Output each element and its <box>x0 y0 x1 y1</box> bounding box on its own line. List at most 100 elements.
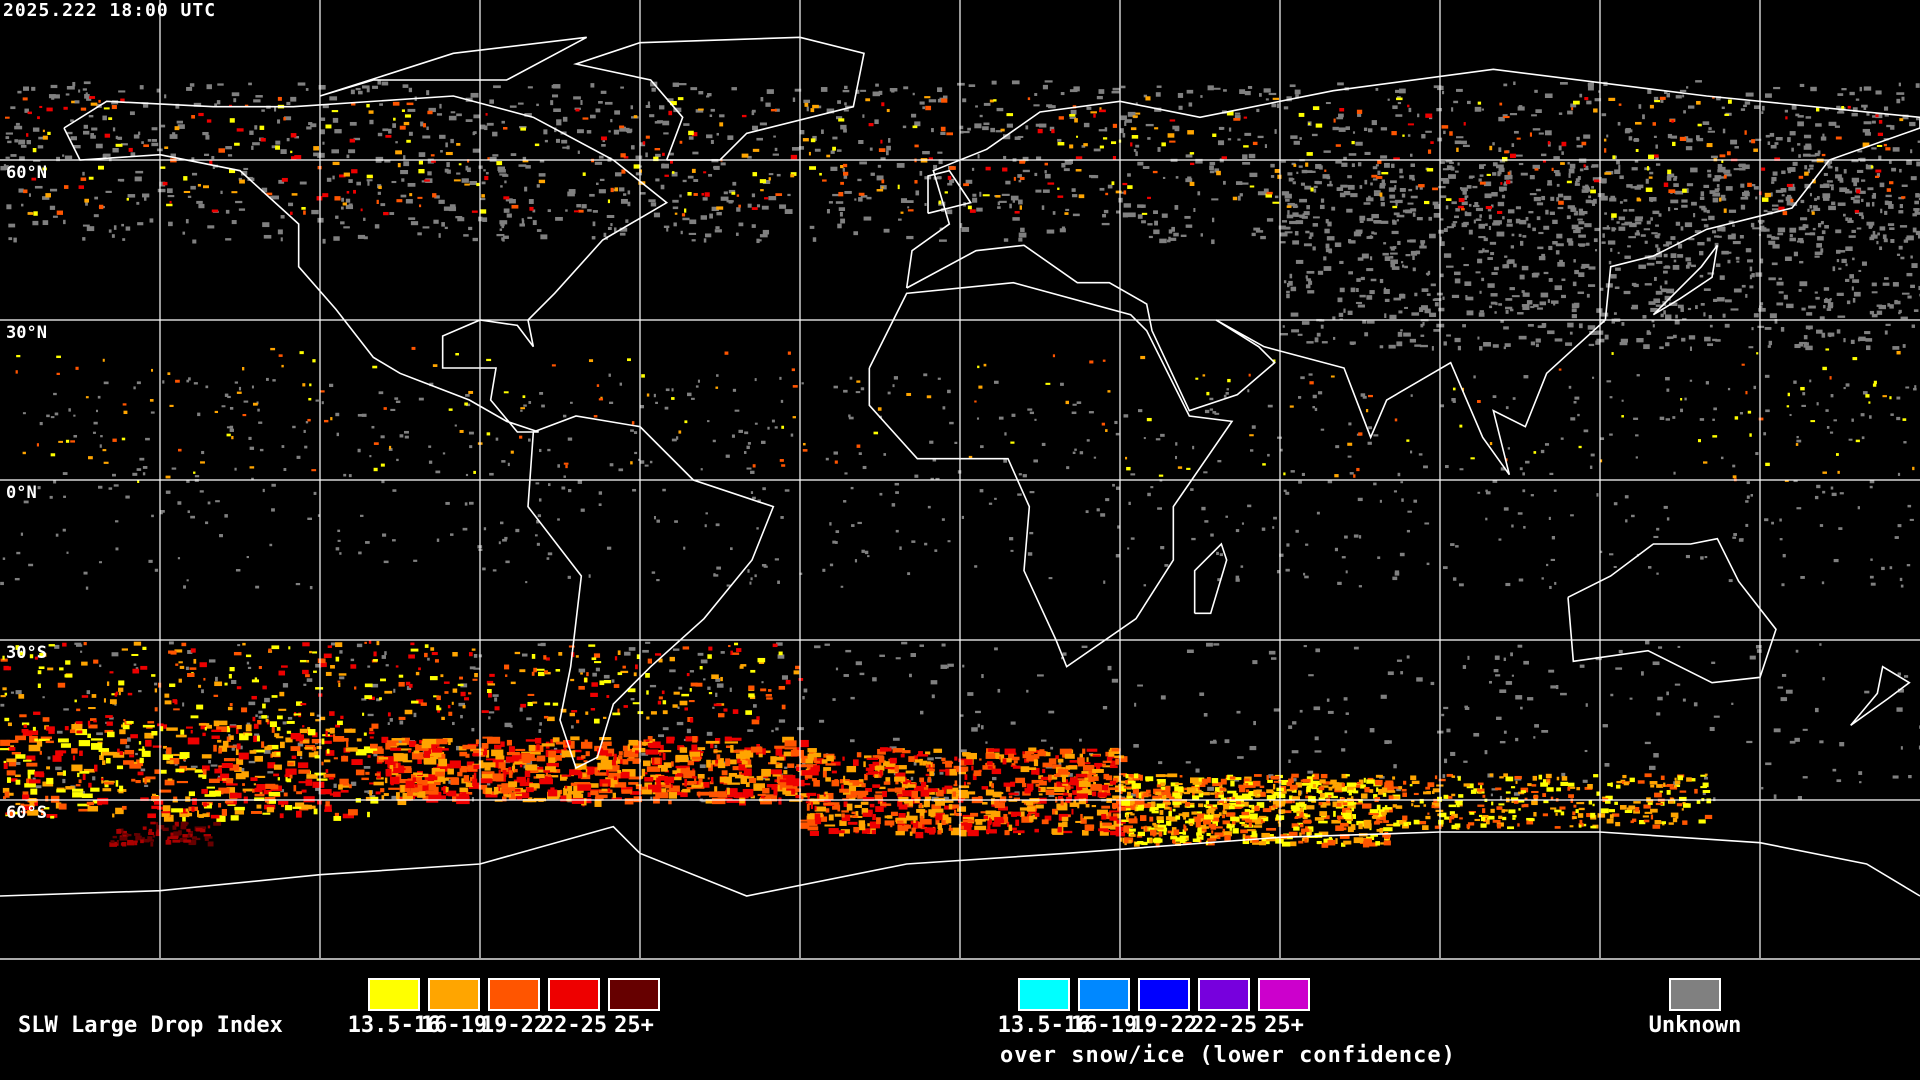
slw-pixel <box>262 488 265 493</box>
slw-pixel <box>1433 85 1442 89</box>
slw-pixel <box>1717 164 1723 168</box>
slw-pixel <box>1717 226 1726 232</box>
slw-pixel <box>1744 130 1747 135</box>
slw-pixel <box>1364 332 1369 337</box>
slw-pixel <box>1190 162 1195 166</box>
slw-pixel <box>1064 160 1072 165</box>
slw-pixel <box>55 766 62 771</box>
slw-pixel <box>449 204 456 210</box>
slw-pixel <box>381 480 385 484</box>
slw-pixel <box>187 737 200 745</box>
slw-pixel <box>1740 183 1745 188</box>
slw-pixel <box>325 773 336 778</box>
slw-pixel <box>1864 690 1870 694</box>
slw-pixel <box>82 237 86 241</box>
slw-pixel <box>1518 105 1523 109</box>
slw-pixel <box>949 166 956 170</box>
slw-pixel <box>1307 770 1314 774</box>
slw-pixel <box>1317 391 1323 395</box>
slw-pixel <box>18 188 24 193</box>
slw-pixel <box>1534 724 1539 728</box>
slw-pixel <box>1001 193 1010 196</box>
slw-pixel <box>1536 216 1541 221</box>
slw-pixel <box>1057 195 1064 198</box>
slw-pixel <box>295 810 302 818</box>
slw-pixel <box>1554 338 1563 342</box>
slw-pixel <box>929 440 934 444</box>
slw-pixel <box>876 189 884 192</box>
slw-pixel <box>1295 94 1299 99</box>
slw-pixel <box>62 770 66 776</box>
slw-pixel <box>1807 168 1811 174</box>
slw-pixel <box>779 204 787 209</box>
slw-pixel <box>213 694 219 697</box>
slw-pixel <box>1022 474 1027 478</box>
slw-pixel <box>164 94 167 99</box>
slw-pixel <box>1074 118 1078 123</box>
slw-pixel <box>442 452 446 455</box>
slw-pixel <box>13 761 21 765</box>
slw-pixel <box>594 661 602 664</box>
slw-pixel <box>211 735 220 739</box>
slw-pixel <box>443 786 448 795</box>
slw-pixel <box>84 198 90 203</box>
slw-pixel <box>428 445 432 448</box>
slw-pixel <box>489 472 494 476</box>
slw-pixel <box>1400 481 1404 484</box>
slw-pixel <box>672 199 679 203</box>
slw-pixel <box>1769 313 1777 319</box>
slw-pixel <box>780 516 784 519</box>
slw-pixel <box>1892 775 1899 779</box>
slw-pixel <box>1660 313 1664 318</box>
slw-pixel <box>1593 238 1598 243</box>
slw-pixel <box>585 711 589 715</box>
slw-pixel <box>262 703 266 709</box>
slw-pixel <box>4 717 10 722</box>
slw-pixel <box>1849 217 1852 222</box>
slw-pixel <box>1761 197 1769 202</box>
slw-pixel <box>1852 257 1855 261</box>
slw-pixel <box>682 217 690 221</box>
slw-pixel <box>1137 161 1144 166</box>
slw-pixel <box>1186 89 1194 94</box>
slw-pixel <box>154 688 158 693</box>
slw-pixel <box>471 648 476 651</box>
slw-pixel <box>254 677 258 683</box>
slw-pixel <box>837 223 842 229</box>
slw-pixel <box>296 701 303 706</box>
slw-pixel <box>1153 229 1160 235</box>
slw-pixel <box>991 80 997 85</box>
slw-pixel <box>567 437 573 441</box>
slw-pixel <box>1499 160 1506 163</box>
slw-pixel <box>1338 127 1346 132</box>
slw-pixel <box>1541 577 1544 580</box>
slw-pixel <box>202 131 209 136</box>
slw-pixel <box>728 189 736 194</box>
slw-pixel <box>1871 313 1878 318</box>
slw-pixel <box>1419 185 1423 190</box>
slw-pixel <box>1825 409 1829 412</box>
slw-pixel <box>162 745 167 749</box>
slw-pixel <box>1417 113 1420 118</box>
slw-pixel <box>6 758 17 763</box>
slw-pixel <box>1074 448 1077 451</box>
slw-pixel <box>27 111 32 115</box>
slw-pixel <box>1135 112 1141 115</box>
slw-pixel <box>1619 175 1624 180</box>
slw-pixel <box>1858 190 1866 194</box>
slw-pixel <box>1771 521 1774 525</box>
slw-pixel <box>521 653 528 657</box>
slw-pixel <box>360 208 363 212</box>
slw-pixel <box>582 773 587 778</box>
slw-pixel <box>3 164 7 168</box>
slw-pixel <box>784 209 793 214</box>
slw-pixel <box>1823 304 1826 309</box>
slw-pixel <box>1324 228 1330 234</box>
slw-pixel <box>1902 114 1909 120</box>
slw-pixel <box>185 808 189 812</box>
slw-pixel <box>1628 208 1635 212</box>
slw-pixel <box>1541 253 1546 259</box>
slw-pixel <box>163 724 168 729</box>
slw-pixel <box>85 201 88 206</box>
slw-pixel <box>329 727 335 734</box>
